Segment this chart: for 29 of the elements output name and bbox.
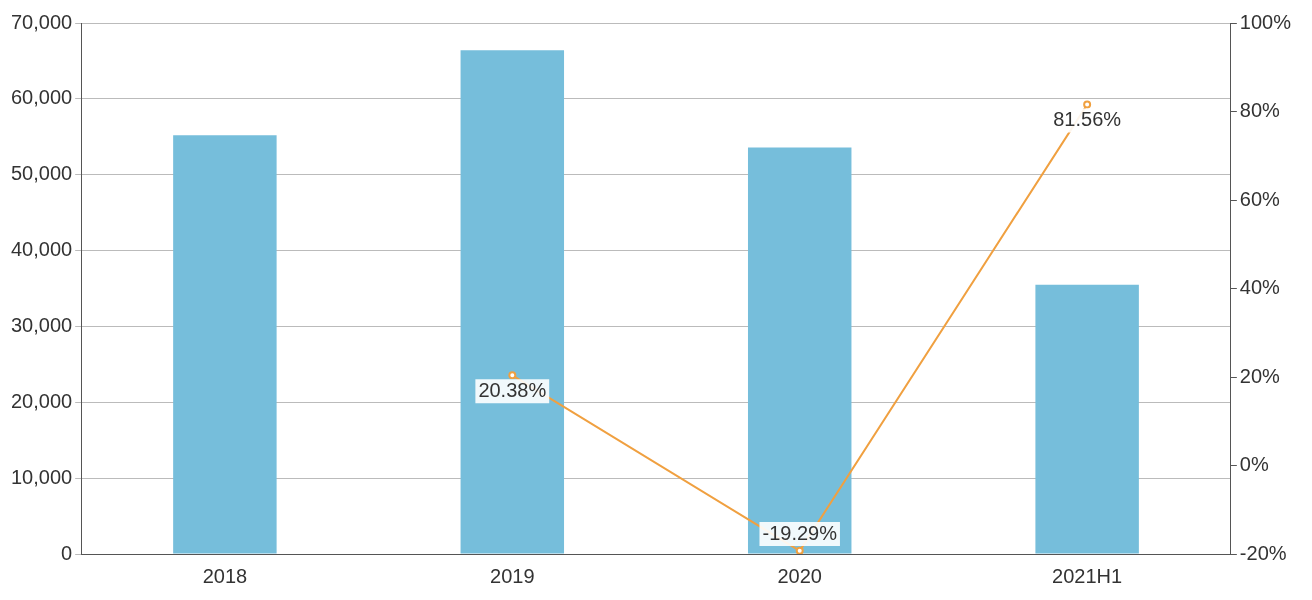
point [508,371,517,380]
x-tick-label: 2018 [202,564,248,587]
y2-tick-label: 0% [1239,453,1269,476]
data-label: 81.56% [1053,108,1122,131]
bar [460,50,565,554]
bar [747,147,852,554]
x-tick-label: 2020 [777,564,822,587]
y-tick-label: 30,000 [11,313,73,336]
x-tick-label: 2019 [490,564,535,587]
y2-tick-label: 20% [1239,364,1281,387]
y-tick-label: 70,000 [11,10,73,33]
bar [173,135,277,554]
bar [1035,284,1139,554]
y-tick-label: 60,000 [11,86,73,109]
y2-tick-label: -20% [1239,541,1287,564]
point [795,546,804,554]
y-tick-label: 0 [61,541,73,564]
y-tick-label: 40,000 [11,238,73,261]
y2-tick-label: 60% [1239,187,1281,210]
data-label: 20.38% [478,378,547,401]
point [1083,100,1092,109]
y2-tick-label: 80% [1239,99,1281,122]
y2-tick-label: 100% [1239,10,1292,33]
x-tick-label: 2021H1 [1052,564,1123,587]
y-tick-label: 50,000 [11,162,73,185]
data-label: -19.29% [762,521,838,544]
y2-tick-label: 40% [1239,276,1281,299]
y-tick-label: 20,000 [11,389,73,412]
y-tick-label: 10,000 [11,465,73,488]
